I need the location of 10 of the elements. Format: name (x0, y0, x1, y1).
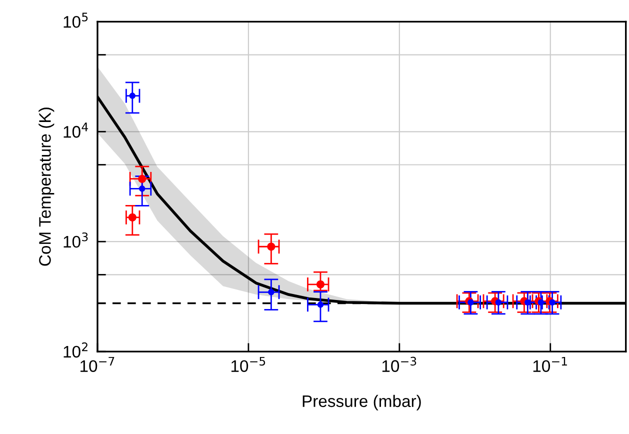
x-tick-label: 10$^{−3}$ (382, 356, 416, 372)
y-axis-title: CoM Temperature (K) (38, 108, 54, 266)
x-tick-label: 10$^{−7}$ (80, 356, 114, 372)
y-tick-label: 10$^{2}$ (64, 342, 88, 358)
x-axis-title: Pressure (mbar) (302, 394, 421, 410)
y-tick-label: 10$^{5}$ (64, 12, 88, 28)
x-tick-label: 10$^{−5}$ (231, 356, 266, 372)
x-tick-label: 10$^{−1}$ (533, 356, 567, 372)
y-tick-label: 10$^{3}$ (64, 232, 88, 248)
y-tick-label: 10$^{4}$ (64, 122, 88, 138)
